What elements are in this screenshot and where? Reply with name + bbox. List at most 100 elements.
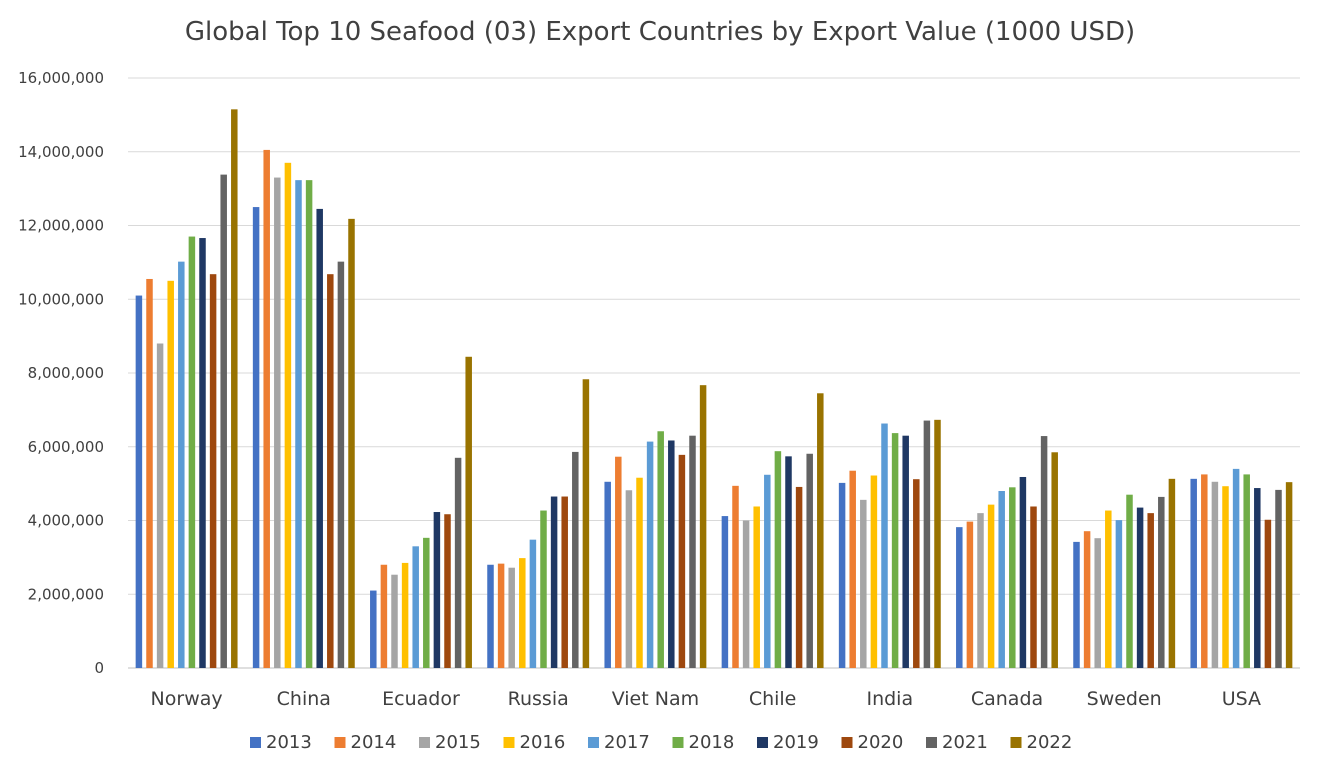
bar-usa-2022 <box>1285 482 1293 668</box>
y-tick-label: 12,000,000 <box>18 217 104 235</box>
bar-group-viet-nam <box>604 385 707 668</box>
bar-sweden-2016 <box>1105 510 1112 668</box>
legend-swatch <box>588 737 599 748</box>
bar-india-2019 <box>902 435 909 668</box>
bar-india-2018 <box>891 433 899 668</box>
bar-sweden-2017 <box>1115 520 1123 668</box>
bar-sweden-2013 <box>1073 541 1080 668</box>
legend-swatch <box>926 737 937 748</box>
bar-canada-2022 <box>1051 452 1058 668</box>
legend-swatch <box>841 737 853 748</box>
bar-russia-2013 <box>487 564 494 668</box>
bar-norway-2022 <box>231 109 238 669</box>
bar-chile-2017 <box>764 474 771 668</box>
bar-usa-2017 <box>1232 468 1240 669</box>
bar-norway-2019 <box>199 238 206 669</box>
bar-usa-2020 <box>1264 519 1272 668</box>
legend-swatch <box>250 737 261 748</box>
legend-label: 2017 <box>604 732 650 753</box>
bar-usa-2016 <box>1222 486 1229 668</box>
y-tick-label: 10,000,000 <box>18 290 104 308</box>
bar-russia-2016 <box>519 558 526 668</box>
legend-label: 2018 <box>689 732 735 753</box>
bar-viet-nam-2021 <box>689 435 696 668</box>
bar-china-2016 <box>284 162 292 668</box>
bar-china-2017 <box>295 180 302 668</box>
bar-viet-nam-2022 <box>699 385 707 668</box>
legend-item-2020: 2020 <box>841 732 904 753</box>
x-tick-label: Viet Nam <box>612 688 699 710</box>
bar-russia-2019 <box>550 496 558 668</box>
bar-chile-2014 <box>732 485 739 668</box>
bar-norway-2015 <box>156 343 164 668</box>
x-tick-label: Ecuador <box>382 688 460 710</box>
bar-norway-2018 <box>188 236 196 668</box>
legend-item-2015: 2015 <box>419 732 481 753</box>
bar-russia-2014 <box>497 563 505 668</box>
bar-usa-2018 <box>1243 474 1250 668</box>
x-tick-label: Sweden <box>1087 688 1162 710</box>
legend-label: 2020 <box>858 732 904 753</box>
bar-ecuador-2019 <box>433 512 441 668</box>
bar-chile-2019 <box>785 456 792 668</box>
bar-canada-2013 <box>956 527 963 668</box>
x-axis-ticks: Norway China Ecuador Russia Viet Nam Chile Ind… <box>151 688 1262 710</box>
bar-viet-nam-2014 <box>615 456 622 668</box>
bar-usa-2015 <box>1211 481 1219 668</box>
bar-group-sweden <box>1073 478 1176 669</box>
legend-item-2017: 2017 <box>588 732 650 753</box>
bar-sweden-2021 <box>1158 496 1165 668</box>
legend-item-2013: 2013 <box>250 732 312 753</box>
bar-ecuador-2022 <box>465 356 472 668</box>
bar-china-2020 <box>327 274 334 668</box>
legend-item-2014: 2014 <box>334 732 396 753</box>
y-axis-ticks: 0 2,000,000 4,000,000 6,000,000 8,000,000 10,… <box>18 69 104 677</box>
x-tick-label: Russia <box>508 688 569 710</box>
bar-russia-2020 <box>561 496 568 668</box>
bar-chile-2015 <box>742 520 750 668</box>
x-tick-label: India <box>866 688 913 710</box>
legend-swatch <box>672 737 684 748</box>
bar-canada-2018 <box>1009 487 1016 668</box>
legend-label: 2021 <box>942 732 988 753</box>
bar-canada-2020 <box>1030 506 1037 668</box>
bar-canada-2019 <box>1019 476 1027 668</box>
x-tick-label: Norway <box>151 688 223 710</box>
bar-ecuador-2018 <box>423 537 430 668</box>
bar-norway-2013 <box>135 295 143 668</box>
bar-canada-2017 <box>998 491 1005 668</box>
bar-ecuador-2016 <box>401 562 409 668</box>
bar-chile-2013 <box>721 516 729 668</box>
bar-ecuador-2014 <box>380 564 388 668</box>
y-tick-label: 6,000,000 <box>28 438 104 456</box>
bar-viet-nam-2018 <box>657 431 664 668</box>
bar-china-2022 <box>348 218 355 669</box>
bar-china-2013 <box>252 207 260 668</box>
bar-india-2015 <box>860 499 867 668</box>
bar-sweden-2020 <box>1147 513 1154 669</box>
bar-viet-nam-2019 <box>668 440 675 668</box>
bar-india-2017 <box>881 423 888 668</box>
y-tick-label: 16,000,000 <box>18 69 104 87</box>
legend-swatch <box>1010 737 1022 748</box>
bar-ecuador-2017 <box>412 546 419 668</box>
bar-india-2013 <box>838 482 846 668</box>
legend-swatch <box>503 737 515 748</box>
legend-label: 2015 <box>435 732 481 753</box>
bar-ecuador-2015 <box>391 574 398 668</box>
bar-ecuador-2013 <box>370 590 377 668</box>
legend-label: 2019 <box>773 732 819 753</box>
bar-russia-2017 <box>529 539 537 668</box>
legend-swatch <box>419 737 430 748</box>
bar-viet-nam-2015 <box>625 490 633 668</box>
bar-chile-2020 <box>795 486 803 668</box>
bar-norway-2017 <box>178 261 185 668</box>
y-tick-label: 8,000,000 <box>28 364 104 382</box>
bar-china-2015 <box>274 177 281 668</box>
bar-group-norway <box>135 109 238 669</box>
bar-viet-nam-2013 <box>604 481 611 668</box>
bar-china-2019 <box>316 208 323 668</box>
bar-group-china <box>252 149 355 669</box>
legend-label: 2013 <box>266 732 312 753</box>
